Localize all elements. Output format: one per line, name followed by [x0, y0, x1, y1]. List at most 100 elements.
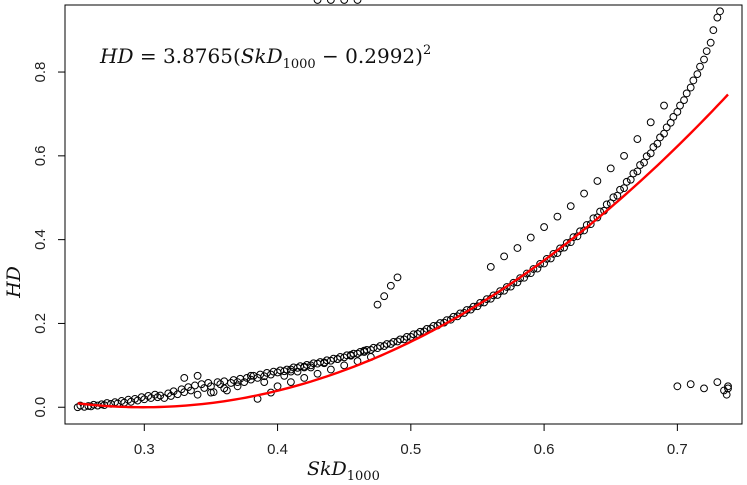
data-point	[406, 332, 415, 341]
data-point	[702, 47, 711, 55]
data-point	[280, 371, 289, 380]
data-point	[486, 262, 495, 271]
data-point	[542, 255, 551, 263]
data-point	[653, 139, 662, 148]
data-point	[402, 332, 411, 341]
data-point	[187, 386, 195, 395]
data-point	[700, 55, 708, 64]
x-axis-label: SkD1000	[307, 458, 380, 484]
data-point	[273, 382, 282, 391]
data-point	[191, 381, 199, 390]
data-point	[713, 378, 722, 387]
data-point	[676, 101, 684, 110]
data-point	[320, 359, 329, 368]
data-point	[556, 244, 564, 253]
data-point	[696, 62, 704, 71]
data-point	[662, 123, 671, 132]
data-point	[646, 149, 655, 158]
data-point	[300, 374, 309, 382]
data-point	[193, 390, 202, 399]
x-tick-label: 0.4	[267, 441, 288, 458]
data-point	[313, 369, 322, 378]
data-point	[549, 249, 558, 258]
x-axis-label-sub: 1000	[347, 469, 380, 484]
x-tick-label: 0.3	[134, 441, 155, 458]
equation-tail: − 0.2992)	[316, 44, 423, 68]
data-point	[673, 382, 682, 391]
data-point	[700, 384, 708, 393]
data-point	[620, 184, 628, 193]
data-point	[393, 273, 402, 282]
data-point	[616, 185, 624, 194]
data-point	[724, 384, 732, 393]
x-tick-label: 0.6	[534, 441, 555, 458]
data-point	[502, 283, 511, 291]
data-point	[709, 26, 718, 35]
data-point	[686, 83, 695, 92]
data-point	[633, 167, 642, 176]
data-point	[386, 281, 395, 290]
data-point	[609, 193, 618, 202]
data-point	[209, 388, 218, 397]
data-point	[526, 233, 535, 242]
data-point	[233, 382, 242, 391]
data-point	[380, 292, 389, 301]
data-point	[373, 300, 382, 309]
data-point	[207, 388, 215, 397]
data-point	[633, 135, 642, 143]
data-point	[580, 189, 588, 198]
data-point	[313, 0, 322, 4]
data-point	[673, 107, 682, 116]
data-point	[562, 239, 571, 247]
data-point	[680, 96, 688, 105]
equation-sub: 1000	[283, 57, 316, 72]
data-point	[660, 101, 668, 110]
data-point	[340, 0, 349, 4]
data-point	[606, 164, 615, 173]
data-point	[346, 350, 355, 359]
y-tick-label: 0.0	[32, 397, 49, 418]
data-point	[720, 386, 728, 395]
data-point	[151, 390, 159, 399]
data-point	[180, 374, 189, 382]
data-point	[223, 386, 231, 395]
equation-var: SkD	[241, 44, 283, 68]
x-axis: 0.3 0.4 0.5 0.6 0.7	[134, 424, 688, 458]
data-point	[400, 335, 409, 344]
data-point	[540, 223, 548, 231]
data-point	[640, 158, 648, 167]
data-point	[569, 233, 578, 242]
equation-sup: 2	[423, 43, 431, 58]
data-point	[669, 112, 678, 121]
y-axis-label: HD	[3, 266, 25, 299]
data-point	[602, 200, 611, 209]
data-point	[646, 118, 655, 127]
data-point	[522, 269, 531, 278]
fit-curve	[77, 93, 729, 409]
fit-layer	[77, 93, 729, 409]
y-tick-label: 0.4	[32, 229, 49, 250]
x-tick-label: 0.5	[400, 441, 421, 458]
data-point	[193, 371, 202, 380]
data-point	[482, 295, 491, 304]
plot-frame	[64, 4, 743, 425]
data-point	[286, 367, 295, 376]
data-point	[660, 129, 668, 138]
data-point	[629, 169, 638, 178]
data-point	[409, 330, 418, 339]
data-point	[513, 244, 522, 252]
data-point	[416, 327, 425, 336]
data-point	[706, 38, 715, 47]
data-point	[656, 133, 664, 142]
data-point	[360, 346, 369, 355]
data-point	[620, 151, 628, 160]
data-point	[496, 287, 505, 296]
data-point	[593, 177, 602, 185]
data-point	[422, 324, 431, 333]
data-point	[76, 401, 85, 410]
data-point	[636, 161, 644, 169]
data-point	[233, 378, 242, 387]
y-axis: 0.0 0.2 0.4 0.6 0.8	[32, 62, 65, 418]
data-point	[389, 337, 398, 346]
